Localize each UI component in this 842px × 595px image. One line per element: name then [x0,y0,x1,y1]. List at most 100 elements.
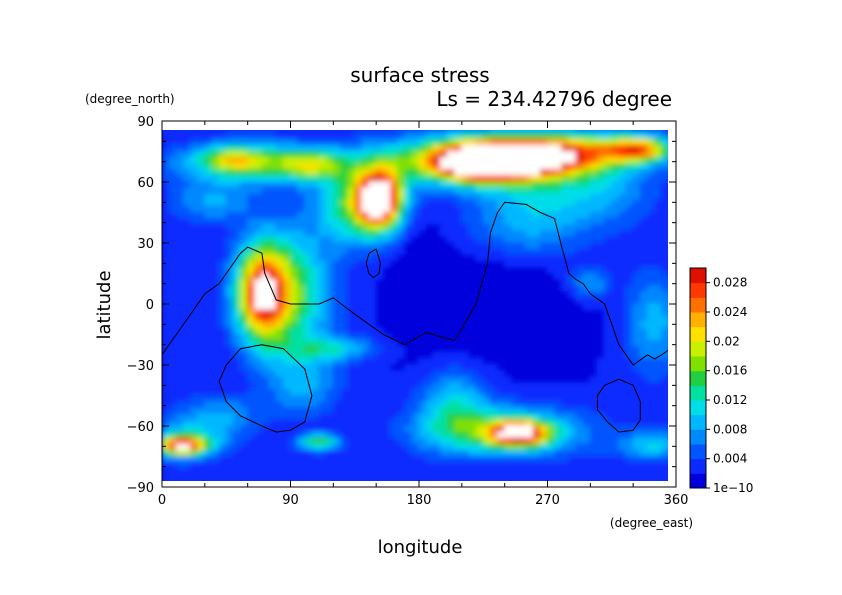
heatmap-cell [482,199,491,207]
heatmap-cell [568,285,577,293]
heatmap-cell [211,199,220,207]
heatmap-cell [339,218,349,226]
heatmap-cell [568,132,577,140]
heatmap-cell [625,297,634,305]
heatmap-cell [411,395,420,403]
heatmap-cell [425,456,434,464]
heatmap-cell [497,130,506,134]
heatmap-cell [162,321,170,329]
heatmap-cell [532,443,541,451]
heatmap-cell [439,224,449,232]
heatmap-cell [282,279,291,287]
heatmap-cell [168,138,177,146]
colorbar-label: 0.028 [713,276,747,290]
heatmap-cell [654,175,663,183]
heatmap-cell [382,260,391,268]
heatmap-cell [318,376,327,384]
heatmap-cell [589,443,598,451]
y-tick-label: 0 [146,298,154,313]
heatmap-cell [389,382,399,390]
heatmap-cell [397,321,406,329]
heatmap-cell [611,407,620,415]
heatmap-cell [347,169,356,177]
heatmap-cell [561,401,570,409]
heatmap-cell [261,181,270,189]
heatmap-cell [568,352,577,360]
heatmap-cell [597,121,605,128]
heatmap-cell [261,260,270,268]
heatmap-cell [589,358,598,366]
heatmap-cell [318,187,327,195]
heatmap-cell [654,151,663,159]
heatmap-cell [232,340,242,348]
heatmap-cell [518,480,527,481]
heatmap-cell [404,388,413,396]
heatmap-cell [554,130,563,134]
heatmap-cell [190,218,199,226]
heatmap-cell [382,382,391,390]
heatmap-cell [347,254,356,262]
heatmap-cell [540,121,548,128]
heatmap-cell [168,413,177,421]
heatmap-cell [404,205,413,213]
heatmap-cell [575,285,584,293]
heatmap-cell [382,309,391,317]
heatmap-cell [504,468,513,476]
heatmap-cell [375,297,384,305]
heatmap-cell [425,236,434,244]
heatmap-cell [418,181,427,189]
heatmap-cell [261,230,270,238]
heatmap-cell [211,370,220,378]
heatmap-cell [168,254,177,262]
heatmap-cell [375,370,384,378]
heatmap-cell [611,121,619,128]
heatmap-cell [175,218,184,226]
heatmap-cell [475,480,484,481]
heatmap-cell [347,132,356,140]
heatmap-cell [225,218,234,226]
heatmap-cell [290,462,299,470]
heatmap-cell [596,346,606,354]
heatmap-cell [297,144,306,152]
heatmap-cell [411,382,420,390]
heatmap-cell [326,121,334,128]
heatmap-cell [482,212,491,220]
heatmap-cell [575,340,584,348]
heatmap-cell [661,205,668,213]
heatmap-cell [604,346,613,354]
heatmap-cell [247,248,256,256]
heatmap-cell [539,224,548,232]
heatmap-cell [368,187,377,195]
heatmap-cell [375,291,384,299]
heatmap-cell [389,193,399,201]
heatmap-cell [525,456,534,464]
heatmap-cell [475,163,484,171]
heatmap-cell [311,121,319,128]
heatmap-cell [439,370,449,378]
heatmap-cell [611,352,620,360]
heatmap-cell [240,157,249,165]
heatmap-cell [554,443,563,451]
heatmap-cell [518,419,527,427]
heatmap-cell [482,468,491,476]
heatmap-cell [418,199,427,207]
heatmap-cell [182,138,192,146]
heatmap-cell [625,474,634,481]
heatmap-cell [218,376,227,384]
heatmap-cell [468,346,477,354]
heatmap-cell [404,462,413,470]
heatmap-cell [332,291,341,299]
heatmap-cell [361,340,370,348]
heatmap-cell [497,407,506,415]
heatmap-cell [304,224,313,232]
heatmap-cell [204,193,213,201]
heatmap-cell [518,163,527,171]
heatmap-cell [504,358,513,366]
heatmap-cell [297,352,306,360]
heatmap-cell [482,187,491,195]
heatmap-cell [254,130,263,134]
heatmap-cell [489,443,499,451]
heatmap-cell [311,297,320,305]
heatmap-cell [646,364,656,372]
heatmap-cell [354,199,363,207]
